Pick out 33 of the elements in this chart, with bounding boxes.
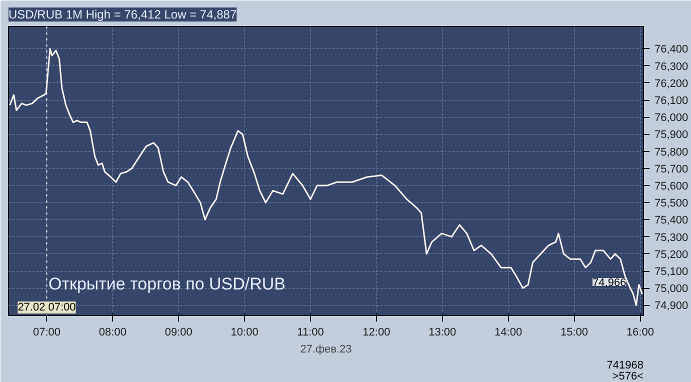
- text: 741968: [606, 360, 644, 372]
- x-tick-label: 09:00: [164, 326, 192, 338]
- x-tick-label: 07:00: [32, 326, 61, 338]
- y-tick-label: 75,000: [654, 283, 688, 296]
- y-tick-label: 75,700: [654, 163, 688, 176]
- y-tick-label: 75,900: [654, 129, 688, 142]
- y-tick-label: 75,800: [654, 146, 688, 158]
- y-tick-label: 76,100: [654, 95, 688, 108]
- x-tick-label: 12:00: [362, 326, 390, 338]
- x-tick-label: 16:00: [626, 326, 654, 338]
- text: >576<: [612, 370, 644, 382]
- x-tick-label: 14:00: [494, 326, 522, 338]
- y-tick-label: 76,300: [654, 60, 688, 73]
- y-tick-label: 76,000: [654, 112, 688, 124]
- y-tick-label: 75,500: [654, 198, 688, 210]
- y-tick-label: 75,600: [654, 180, 688, 193]
- y-tick-label: 75,200: [654, 248, 688, 261]
- y-tick-label: 75,100: [654, 266, 688, 278]
- ref-line-label: 27.02 07:00: [18, 302, 76, 314]
- x-tick-label: 15:00: [560, 326, 588, 338]
- x-tick-label: 10:00: [230, 326, 258, 338]
- x-tick-label: 13:00: [428, 326, 456, 338]
- annotation: Открытие торгов по USD/RUB: [48, 274, 286, 294]
- y-tick-label: 74,900: [654, 300, 688, 312]
- chart-title: USD/RUB 1M High = 76,412 Low = 74,887: [8, 8, 237, 22]
- x-tick-label: 11:00: [297, 326, 324, 338]
- y-tick-label: 75,300: [654, 232, 688, 244]
- y-tick-label: 75,400: [654, 214, 688, 227]
- x-axis-title: 27.фев.23: [300, 344, 352, 356]
- y-tick-label: 76,400: [654, 44, 688, 56]
- y-tick-label: 76,200: [654, 78, 688, 90]
- x-tick-label: 08:00: [98, 326, 126, 338]
- annotation: 74,966: [592, 276, 626, 289]
